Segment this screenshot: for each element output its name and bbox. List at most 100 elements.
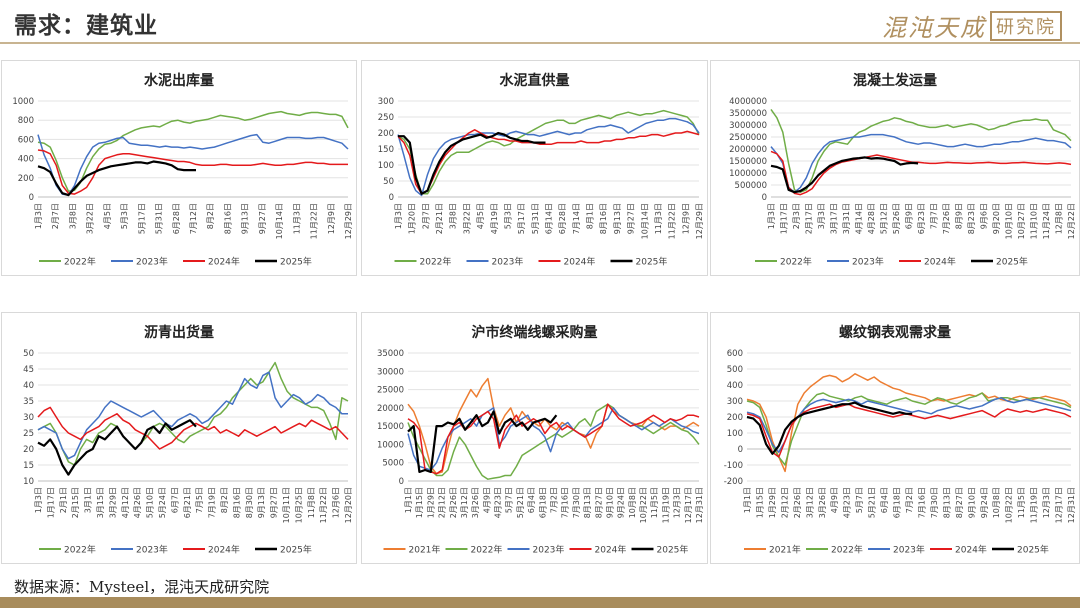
x-tick-label: 1月1日 xyxy=(743,487,752,513)
x-tick-label: 1月3日 xyxy=(34,203,43,229)
x-tick-label: 7月2日 xyxy=(905,487,914,513)
x-tick-label: 4月9日 xyxy=(830,487,839,513)
x-tick-label: 11月19日 xyxy=(1030,487,1039,523)
legend-label: 2023年 xyxy=(852,256,884,268)
x-tick-label: 3月17日 xyxy=(830,203,839,234)
x-tick-label: 12月20日 xyxy=(344,487,353,523)
y-tick-label: 0 xyxy=(399,477,404,487)
x-tick-label: 8月13日 xyxy=(942,487,951,518)
x-tick-label: 12月6日 xyxy=(332,487,341,518)
y-tick-label: 100 xyxy=(727,429,743,439)
chart-title: 水泥直供量 xyxy=(500,72,570,89)
x-tick-label: 8月13日 xyxy=(583,487,592,518)
x-tick-label: 11月3日 xyxy=(654,203,663,234)
x-tick-label: 7月5日 xyxy=(195,487,204,513)
x-tick-label: 6月4日 xyxy=(880,487,889,513)
x-tick-label: 7月16日 xyxy=(917,487,926,518)
y-tick-label: 0 xyxy=(389,193,394,203)
x-tick-label: 12月29日 xyxy=(695,203,704,239)
x-tick-label: 2月1日 xyxy=(59,487,68,513)
y-tick-label: 4000000 xyxy=(729,97,767,107)
series-line-2023年 xyxy=(407,407,700,471)
x-tick-label: 10月14日 xyxy=(275,203,284,239)
x-tick-label: 12月31日 xyxy=(1067,487,1076,523)
chart-title: 混凝土发运量 xyxy=(853,72,937,89)
x-tick-label: 5月3日 xyxy=(503,203,512,229)
x-tick-label: 12月22日 xyxy=(1067,203,1076,239)
chart-panel-rebar-apparent-demand: 螺纹钢表观需求量 -200 -100 0 100 200 300 400 500 600 1月1日 1… xyxy=(710,312,1080,564)
y-tick-label: 3000000 xyxy=(729,121,767,131)
x-tick-label: 3月8日 xyxy=(68,203,77,229)
y-tick-label: 5000 xyxy=(382,459,404,469)
chart-panel-shanghai-rebar-purchase: 沪市终端线螺采购量 0 5000 10000 15000 20000 25000 30000 3… xyxy=(361,312,708,564)
x-tick-label: 4月28日 xyxy=(867,203,876,234)
x-tick-label: 6月18日 xyxy=(893,487,902,518)
chart-cement-direct-supply: 水泥直供量 0 50 100 150 200 250 300 1月3日 1月20日 2月7日 2月21… xyxy=(378,72,704,268)
x-tick-label: 5月21日 xyxy=(516,487,525,518)
x-tick-label: 6月4日 xyxy=(527,487,536,513)
x-tick-label: 12月17日 xyxy=(684,487,693,523)
series-line-2022年 xyxy=(746,392,1072,466)
x-tick-label: 1月3日 xyxy=(394,203,403,229)
y-tick-label: 25 xyxy=(23,429,34,439)
x-tick-label: 3月22日 xyxy=(462,203,471,234)
x-tick-label: 6月28日 xyxy=(558,203,567,234)
x-tick-label: 8月27日 xyxy=(955,487,964,518)
x-tick-label: 9月24日 xyxy=(617,487,626,518)
x-tick-label: 9月27日 xyxy=(627,203,636,234)
y-tick-label: 3500000 xyxy=(729,109,767,119)
series-line-2022年 xyxy=(37,110,349,192)
x-tick-label: 9月13日 xyxy=(241,203,250,234)
x-tick-label: 1月1日 xyxy=(404,487,413,513)
x-tick-label: 4月23日 xyxy=(843,487,852,518)
series-line-2022年 xyxy=(407,403,700,480)
x-tick-label: 2月7日 xyxy=(421,203,430,229)
x-tick-label: 2月12日 xyxy=(438,487,447,518)
x-tick-label: 3月8日 xyxy=(449,203,458,229)
y-tick-label: 0 xyxy=(738,445,743,455)
y-tick-label: 35000 xyxy=(377,349,404,359)
x-tick-label: 4月19日 xyxy=(490,203,499,234)
x-tick-label: 6月28日 xyxy=(172,203,181,234)
brand-logo: 混沌天成 研究院 xyxy=(882,8,1062,43)
brand-institute: 研究院 xyxy=(990,10,1062,41)
chart-panel-cement-direct-supply: 水泥直供量 0 50 100 150 200 250 300 1月3日 1月20日 2月7日 2月21… xyxy=(361,60,708,276)
series-line-2025年 xyxy=(770,156,919,194)
x-tick-label: 4月26日 xyxy=(133,487,142,518)
x-tick-label: 8月27日 xyxy=(594,487,603,518)
x-tick-label: 5月17日 xyxy=(137,203,146,234)
x-tick-label: 4月5日 xyxy=(476,203,485,229)
x-tick-label: 8月2日 xyxy=(206,203,215,229)
x-tick-label: 11月22日 xyxy=(668,203,677,239)
series-line-2023年 xyxy=(37,371,348,460)
legend-label: 2021年 xyxy=(409,544,441,556)
legend-label: 2025年 xyxy=(280,256,312,268)
y-tick-label: 15000 xyxy=(377,422,404,432)
x-tick-label: 2月15日 xyxy=(71,487,80,518)
x-tick-label: 4月9日 xyxy=(482,487,491,513)
y-tick-label: 250 xyxy=(378,113,394,123)
x-tick-label: 3月15日 xyxy=(96,487,105,518)
y-tick-label: 300 xyxy=(727,397,743,407)
x-tick-label: 1月29日 xyxy=(426,487,435,518)
series-line-2023年 xyxy=(37,133,349,196)
series-line-2025年 xyxy=(407,410,558,473)
y-tick-label: 10000 xyxy=(377,440,404,450)
x-tick-label: 8月30日 xyxy=(245,487,254,518)
x-tick-label: 8月9日 xyxy=(955,203,964,229)
x-tick-label: 10月14日 xyxy=(640,203,649,239)
x-tick-label: 3月12日 xyxy=(805,487,814,518)
x-tick-label: 7月19日 xyxy=(208,487,217,518)
x-tick-label: 1月20日 xyxy=(408,203,417,234)
x-tick-label: 9月10日 xyxy=(605,487,614,518)
x-tick-label: 9月24日 xyxy=(980,487,989,518)
y-tick-label: 40 xyxy=(23,381,34,391)
series-line-2024年 xyxy=(397,129,700,195)
x-tick-label: 4月23日 xyxy=(494,487,503,518)
y-tick-label: 2500000 xyxy=(729,133,767,143)
y-tick-label: 100 xyxy=(378,161,394,171)
legend-label: 2021年 xyxy=(769,544,801,556)
x-tick-label: 4月12日 xyxy=(121,487,130,518)
y-tick-label: 150 xyxy=(378,145,394,155)
x-tick-label: 5月12日 xyxy=(880,203,889,234)
